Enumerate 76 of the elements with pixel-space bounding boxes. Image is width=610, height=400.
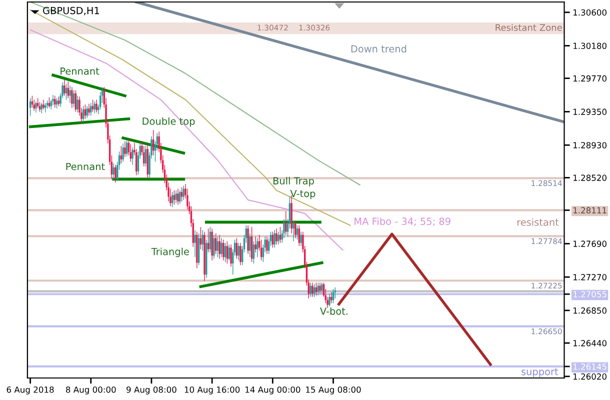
y-tick-label: 1.27055 bbox=[574, 291, 606, 298]
chart-title: GBPUSD,H1 bbox=[43, 6, 100, 16]
candlestick bbox=[213, 234, 215, 259]
candlestick bbox=[247, 225, 249, 254]
candlestick bbox=[230, 244, 232, 267]
candlestick bbox=[292, 220, 294, 242]
candlestick bbox=[42, 100, 44, 110]
candlestick bbox=[71, 87, 73, 108]
annotation: Pennant bbox=[66, 162, 105, 170]
y-tick-label: 1.26020 bbox=[574, 373, 606, 380]
candlestick bbox=[290, 195, 292, 234]
candlestick bbox=[204, 232, 206, 282]
candlestick bbox=[276, 228, 278, 244]
y-tick-label: 1.26850 bbox=[574, 307, 606, 314]
y-tick-label: 1.29770 bbox=[574, 75, 606, 82]
annotation: V-bot. bbox=[320, 307, 348, 315]
candlestick bbox=[132, 147, 134, 165]
x-tick-label: 9 Aug 08:00 bbox=[126, 386, 176, 394]
candlestick bbox=[319, 282, 321, 294]
annotation: Pennant bbox=[60, 68, 100, 75]
candlestick bbox=[196, 232, 198, 268]
candlestick bbox=[35, 101, 37, 112]
y-tick-label: 1.27690 bbox=[574, 240, 606, 247]
candlestick bbox=[222, 240, 224, 260]
annotation: Triangle bbox=[151, 248, 189, 258]
y-tick-label: 1.29350 bbox=[574, 108, 606, 115]
x-tick-label: 6 Aug 2018 bbox=[6, 386, 54, 394]
candlestick bbox=[124, 141, 126, 158]
annotation: Down trend bbox=[351, 44, 406, 53]
y-tick-label: 1.30180 bbox=[574, 42, 606, 50]
candlestick bbox=[211, 228, 213, 260]
x-tick-label: 14 Aug 00:00 bbox=[245, 386, 300, 394]
candlestick bbox=[177, 188, 179, 205]
candlestick bbox=[238, 242, 240, 260]
annotation: V-top bbox=[290, 190, 316, 200]
candlestick bbox=[240, 242, 242, 266]
candlestick bbox=[96, 100, 98, 112]
x-tick-label: 10 Aug 16:00 bbox=[184, 386, 240, 394]
annotation: support bbox=[522, 368, 558, 378]
candlestick bbox=[52, 95, 54, 106]
candlestick bbox=[33, 100, 35, 111]
candlestick bbox=[256, 238, 258, 258]
candlestick bbox=[122, 143, 124, 162]
y-tick-label: 1.26440 bbox=[574, 340, 606, 346]
candlestick bbox=[274, 230, 276, 248]
y-tick-label: 1.26145 bbox=[574, 363, 606, 370]
x-tick-label: 15 Aug 08:00 bbox=[306, 386, 361, 394]
candlestick bbox=[86, 106, 88, 118]
candlestick bbox=[220, 238, 222, 258]
candlestick bbox=[328, 294, 330, 306]
y-tick-label: 1.28111 bbox=[574, 207, 606, 214]
candlestick bbox=[194, 230, 196, 258]
annotation: Double top bbox=[142, 117, 195, 127]
y-tick-label: 1.28520 bbox=[574, 174, 606, 181]
x-tick-label: 8 Aug 00:00 bbox=[66, 386, 116, 394]
annotation: resistant bbox=[517, 218, 559, 226]
candlestick bbox=[175, 190, 177, 204]
candlestick bbox=[54, 96, 56, 108]
candlestick bbox=[114, 164, 116, 182]
candlestick bbox=[88, 104, 90, 116]
candlestick bbox=[285, 211, 287, 235]
candlestick bbox=[249, 233, 251, 258]
y-tick-label: 1.28930 bbox=[574, 142, 606, 148]
candlestick bbox=[266, 236, 268, 254]
candlestick bbox=[317, 282, 319, 296]
candlestick bbox=[202, 230, 204, 251]
annotation: MA Fibo - 34; 55; 89 bbox=[354, 217, 450, 226]
candlestick bbox=[69, 85, 71, 103]
candlestick bbox=[44, 102, 46, 112]
candlestick bbox=[310, 282, 312, 297]
band-label: Resistant Zone bbox=[496, 24, 562, 31]
y-tick-label: 1.27270 bbox=[574, 274, 606, 280]
annotation: Bull Trap bbox=[273, 176, 314, 186]
candlestick bbox=[312, 282, 314, 297]
y-tick-label: 1.30600 bbox=[574, 9, 606, 16]
candlestick bbox=[300, 232, 302, 246]
